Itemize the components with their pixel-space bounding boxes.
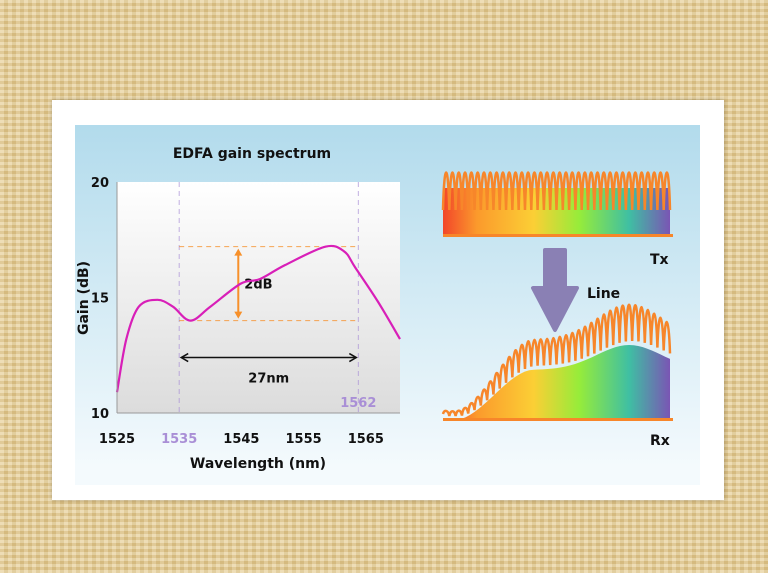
ripple-arrowheads — [234, 248, 243, 319]
spectrum-diagram: Tx Line Rx — [441, 171, 673, 449]
y-tick-label: 15 — [91, 292, 109, 307]
tx-baseline — [443, 234, 673, 237]
rx-label: Rx — [650, 433, 670, 449]
x-tick-label: 1525 — [99, 432, 135, 447]
y-tick-label: 10 — [91, 407, 109, 422]
band-end-label: 1562 — [340, 396, 376, 411]
x-tick-label: 1535 — [161, 432, 197, 447]
y-axis-label: Gain (dB) — [76, 261, 92, 335]
rx-spectrum — [443, 345, 670, 420]
x-tick-label: 1555 — [285, 432, 321, 447]
y-tick-label: 20 — [91, 176, 109, 191]
gain-curve — [115, 244, 401, 393]
line-label: Line — [587, 286, 620, 302]
tx-label: Tx — [650, 252, 669, 268]
chart-title: EDFA gain spectrum — [173, 146, 331, 162]
down-arrow-icon — [531, 248, 579, 332]
tx-channels — [441, 171, 672, 211]
bandwidth-arrowheads — [179, 352, 358, 363]
bandwidth-label: 27nm — [248, 372, 289, 387]
rx-baseline — [443, 418, 673, 421]
x-axis-label: Wavelength (nm) — [190, 456, 326, 472]
x-tick-label: 1565 — [348, 432, 384, 447]
rx-channels — [441, 303, 672, 417]
x-tick-label: 1545 — [223, 432, 259, 447]
plot-area — [117, 182, 400, 413]
